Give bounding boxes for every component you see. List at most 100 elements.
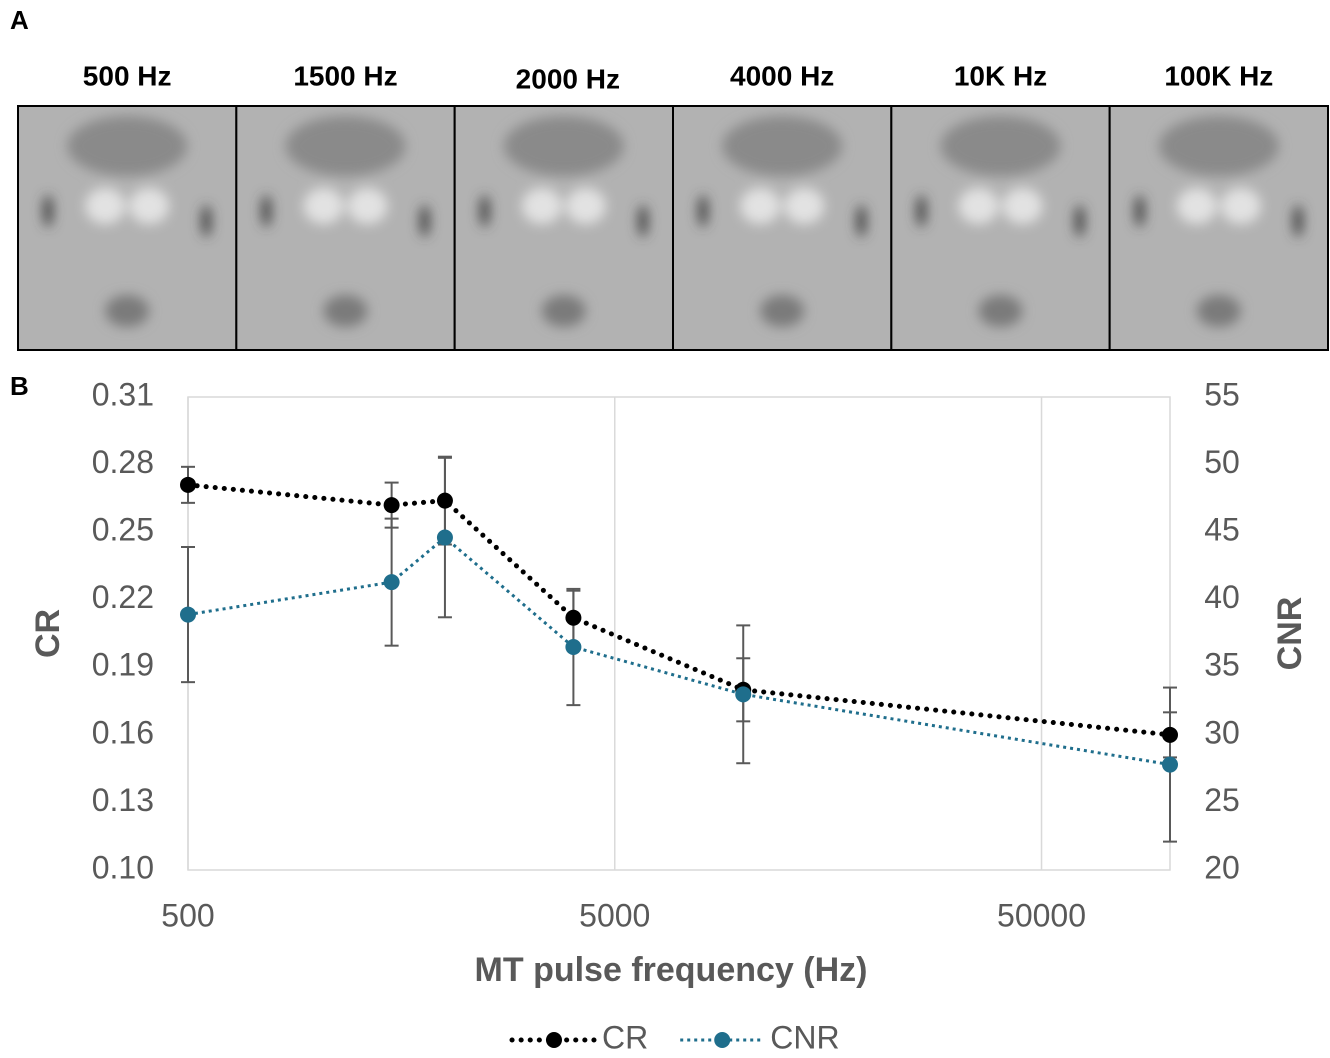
dark-region — [638, 205, 648, 237]
bright-region — [1176, 188, 1217, 224]
bright-region — [85, 188, 126, 224]
y2-tick-label: 45 — [1204, 512, 1240, 548]
data-point — [436, 529, 453, 546]
mri-image — [672, 105, 893, 351]
image-label: 4000 Hz — [730, 60, 834, 91]
data-point — [1162, 726, 1178, 743]
dark-region — [1293, 205, 1303, 237]
dark-region — [105, 295, 150, 327]
mri-image — [453, 105, 674, 351]
y-tick-label: 0.25 — [92, 512, 154, 548]
series-line — [185, 482, 1173, 738]
y-tick-label: 0.31 — [92, 376, 154, 412]
y2-tick-label: 30 — [1204, 714, 1240, 750]
bright-region — [958, 188, 999, 224]
panel-label: A — [10, 5, 29, 35]
bright-region — [784, 188, 825, 224]
legend-marker — [714, 1032, 731, 1048]
image-detail — [479, 116, 648, 327]
image-detail — [43, 116, 212, 327]
y2-tick-label: 50 — [1204, 444, 1240, 480]
dark-region — [1074, 205, 1085, 237]
image-detail — [261, 116, 430, 327]
y-axis-title: CR — [29, 609, 67, 658]
dark-region — [67, 116, 188, 176]
data-point — [565, 639, 582, 656]
dark-region — [760, 295, 805, 327]
mri-image — [235, 105, 456, 351]
y-tick-label: 0.19 — [92, 647, 154, 683]
dark-region — [1196, 295, 1241, 327]
y-tick-label: 0.10 — [92, 849, 154, 885]
series-line — [187, 535, 1171, 767]
image-label: 2000 Hz — [516, 63, 620, 94]
legend-item: CNR — [680, 1019, 840, 1055]
y2-tick-label: 55 — [1204, 376, 1240, 412]
image-border — [1108, 105, 1329, 351]
image-label: 500 Hz — [83, 60, 172, 91]
panel-label: B — [10, 371, 29, 401]
dark-region — [978, 295, 1023, 327]
x-tick-label: 5000 — [579, 897, 650, 933]
bright-region — [303, 188, 344, 224]
dark-region — [285, 116, 406, 176]
dark-region — [323, 295, 368, 327]
image-label: 100K Hz — [1164, 60, 1273, 91]
data-point — [180, 476, 196, 493]
dark-region — [1134, 195, 1145, 227]
x-axis-title: MT pulse frequency (Hz) — [475, 951, 868, 989]
plot-frame — [187, 396, 1171, 871]
image-detail — [1134, 116, 1303, 327]
dark-region — [541, 295, 586, 327]
data-point — [180, 606, 196, 623]
y-tick-label: 0.22 — [92, 579, 154, 615]
dark-region — [261, 195, 272, 227]
chart: 500 5000 50000 0.10 0.13 0.16 0.19 0.22 0.25 0.28… — [29, 376, 1309, 1055]
y2-tick-label: 40 — [1204, 579, 1240, 615]
data-point — [383, 574, 400, 591]
x-tick-label: 500 — [161, 897, 214, 933]
dark-region — [916, 195, 927, 227]
dark-region — [1158, 116, 1279, 176]
data-point — [383, 497, 400, 514]
dark-region — [722, 116, 843, 176]
dark-region — [940, 116, 1061, 176]
y2-tick-label: 20 — [1204, 849, 1240, 885]
dark-region — [419, 205, 430, 237]
y-tick-label: 0.28 — [92, 444, 154, 480]
bright-region — [521, 188, 562, 224]
bright-region — [1002, 188, 1043, 224]
bright-region — [347, 188, 388, 224]
y2-tick-label: 25 — [1204, 782, 1240, 818]
dark-region — [698, 195, 708, 227]
dark-region — [479, 195, 490, 227]
y2-tick-label: 35 — [1204, 647, 1240, 683]
x-tick-label: 50000 — [997, 897, 1086, 933]
dark-region — [201, 205, 212, 237]
image-detail — [916, 116, 1085, 327]
bright-region — [740, 188, 781, 224]
dark-region — [503, 116, 624, 176]
legend-label: CR — [602, 1019, 648, 1055]
data-point — [565, 609, 582, 626]
bright-region — [565, 188, 606, 224]
bright-region — [1220, 188, 1261, 224]
legend-item: CR — [509, 1019, 648, 1055]
dark-region — [856, 205, 867, 237]
data-point — [1162, 756, 1178, 773]
data-point — [735, 686, 752, 703]
mri-image — [17, 105, 238, 351]
image-detail — [698, 116, 867, 327]
mri-image — [1108, 105, 1329, 351]
y-tick-label: 0.16 — [92, 714, 154, 750]
data-point — [436, 492, 453, 509]
mri-image — [890, 105, 1111, 351]
dark-region — [43, 195, 53, 227]
bright-region — [129, 188, 170, 224]
legend-label: CNR — [770, 1019, 839, 1055]
image-label: 10K Hz — [954, 60, 1047, 91]
image-label: 1500 Hz — [293, 60, 397, 91]
image-strip: 500 Hz 1500 Hz 2000 Hz 4000 Hz 10K Hz 100K Hz — [17, 60, 1329, 351]
y-tick-label: 0.13 — [92, 782, 154, 818]
